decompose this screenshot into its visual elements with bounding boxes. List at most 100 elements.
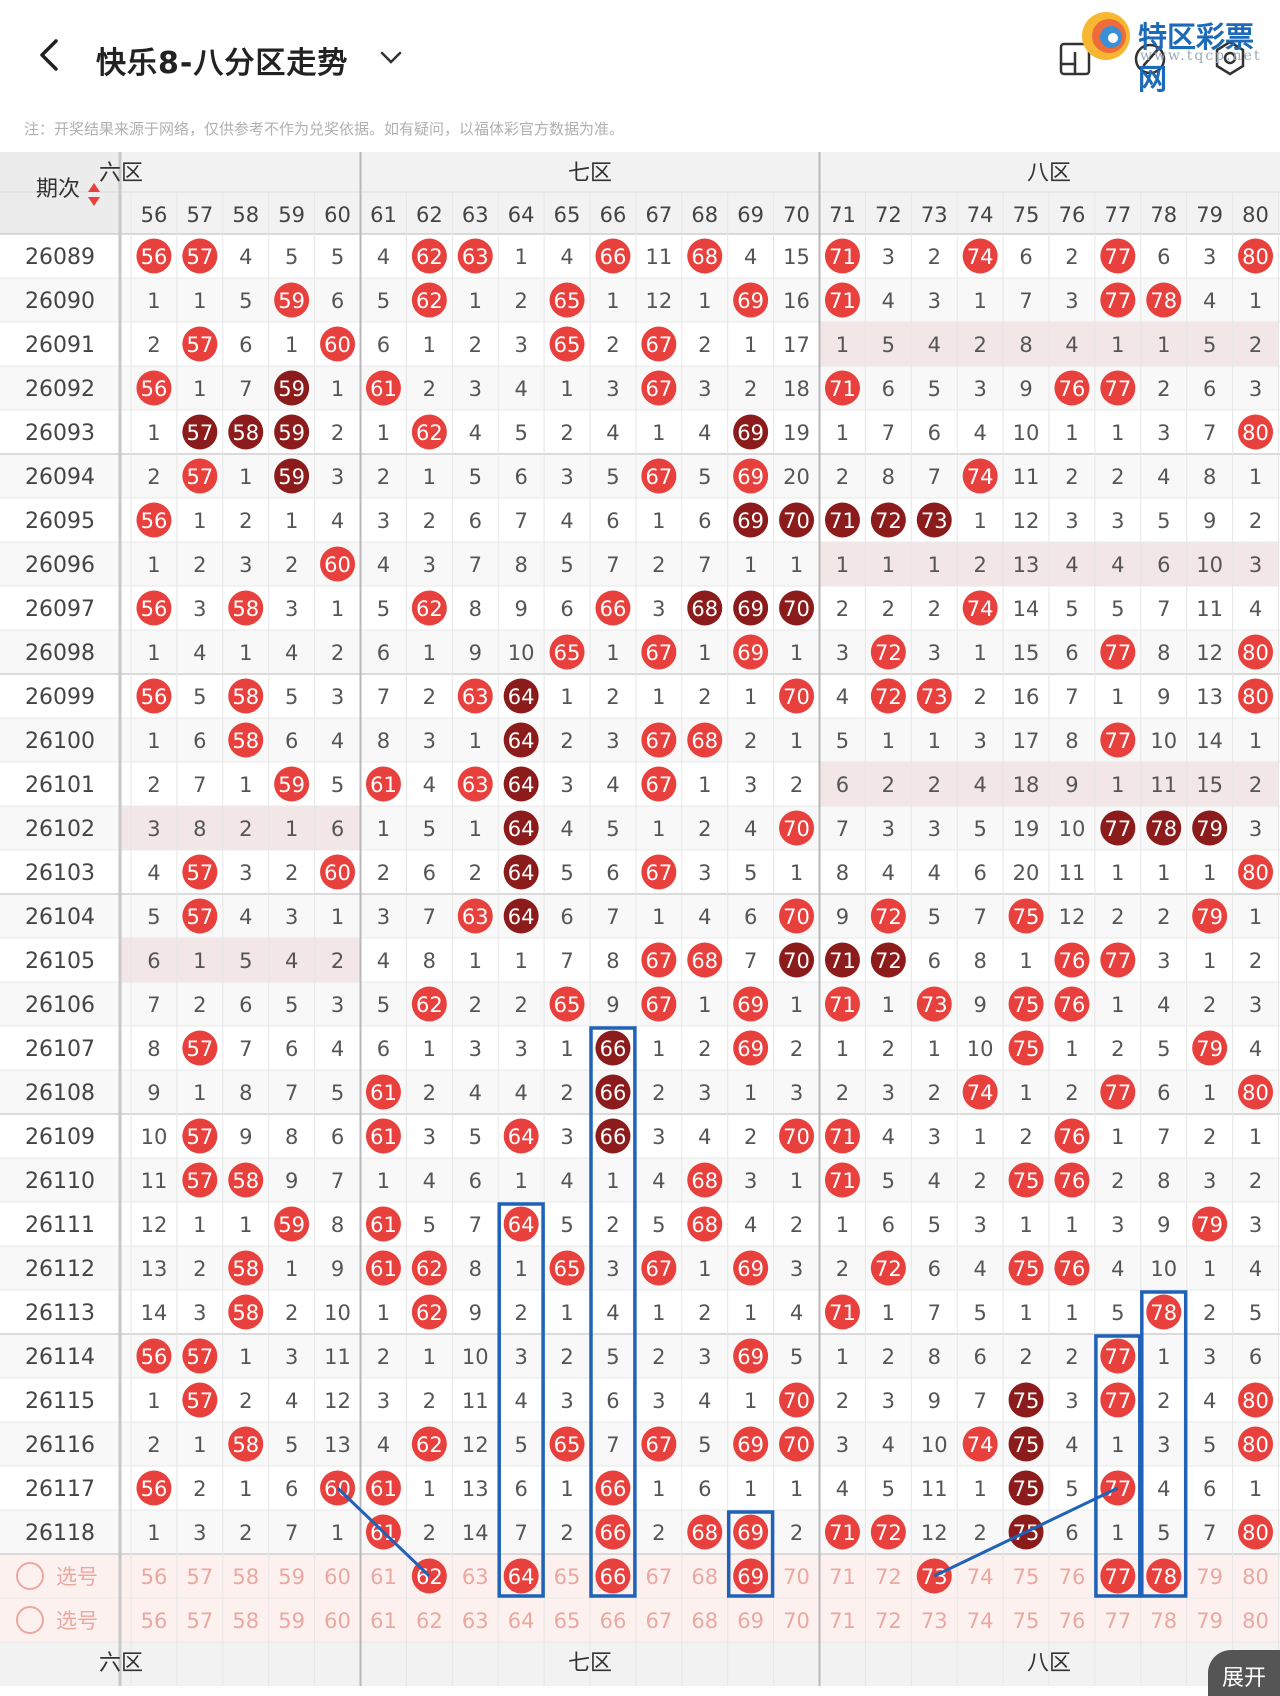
- miss-count: 3: [882, 245, 895, 269]
- hit-ball: [182, 1118, 218, 1154]
- hit-ball: [503, 722, 539, 758]
- miss-count: 6: [698, 1477, 711, 1501]
- miss-count: 6: [1019, 245, 1032, 269]
- hit-ball: [1238, 414, 1274, 450]
- settings-gear-icon[interactable]: [1210, 38, 1250, 78]
- annotation-line: [933, 1486, 1119, 1578]
- miss-count: 1: [1065, 1213, 1078, 1237]
- miss-count: 5: [606, 465, 619, 489]
- miss-count: 1: [1249, 1125, 1262, 1149]
- expand-button[interactable]: 展开: [1208, 1650, 1280, 1696]
- miss-count: 6: [193, 729, 206, 753]
- miss-count: 4: [1157, 993, 1170, 1017]
- miss-count: 1: [1019, 949, 1032, 973]
- hit-number: 57: [186, 1037, 213, 1061]
- chevron-down-icon[interactable]: [378, 44, 404, 70]
- hit-ball: [733, 634, 769, 670]
- select-number: 71: [829, 1565, 856, 1589]
- miss-count: 13: [1196, 685, 1223, 709]
- hit-number: 68: [691, 949, 718, 973]
- miss-count: 4: [285, 641, 298, 665]
- hit-number: 66: [600, 1521, 627, 1545]
- hit-number: 64: [508, 773, 535, 797]
- miss-count: 2: [790, 1037, 803, 1061]
- miss-count: 6: [1203, 377, 1216, 401]
- miss-count: 5: [652, 1213, 665, 1237]
- miss-count: 2: [239, 1389, 252, 1413]
- hit-ball: [182, 326, 218, 362]
- miss-count: 2: [1203, 1301, 1216, 1325]
- hit-number: 67: [645, 1433, 672, 1457]
- hit-ball: [641, 986, 677, 1022]
- miss-count: 2: [1157, 1389, 1170, 1413]
- select-number: 79: [1196, 1565, 1223, 1589]
- miss-count: 3: [1203, 1345, 1216, 1369]
- layout-switch-icon[interactable]: [1055, 38, 1095, 78]
- miss-count: 1: [1111, 861, 1124, 885]
- miss-count: 1: [1019, 1081, 1032, 1105]
- hit-number: 56: [141, 509, 168, 533]
- miss-count: 1: [423, 1037, 436, 1061]
- select-number: 70: [783, 1609, 810, 1633]
- miss-count: 4: [560, 245, 573, 269]
- hit-number: 72: [875, 949, 902, 973]
- back-arrow-icon[interactable]: [30, 35, 70, 75]
- miss-count: 9: [606, 993, 619, 1017]
- hit-ball: [824, 942, 860, 978]
- miss-count: 1: [973, 1125, 986, 1149]
- miss-count: 9: [469, 641, 482, 665]
- miss-count: 1: [285, 509, 298, 533]
- miss-count: 2: [1249, 333, 1262, 357]
- miss-count: 1: [744, 1301, 757, 1325]
- hit-ball: [595, 1030, 631, 1066]
- period-number: 26094: [25, 465, 95, 490]
- miss-count: 4: [331, 729, 344, 753]
- miss-count: 1: [147, 421, 160, 445]
- miss-count: 1: [652, 509, 665, 533]
- hit-number: 63: [462, 773, 489, 797]
- hit-number: 71: [829, 377, 856, 401]
- miss-count: 14: [1013, 597, 1040, 621]
- period-number: 26109: [25, 1125, 95, 1150]
- hit-number: 69: [737, 421, 764, 445]
- hit-ball: [136, 1470, 172, 1506]
- hit-ball: [503, 1206, 539, 1242]
- miss-count: 3: [928, 817, 941, 841]
- hit-number: 79: [1196, 817, 1223, 841]
- zone-label: 八区: [1027, 1651, 1071, 1676]
- miss-count: 1: [928, 553, 941, 577]
- select-number: 65: [554, 1609, 581, 1633]
- column-number: 79: [1196, 203, 1223, 227]
- miss-count: 6: [1157, 245, 1170, 269]
- hit-number: 65: [554, 333, 581, 357]
- hit-ball: [457, 766, 493, 802]
- select-number: 57: [186, 1565, 213, 1589]
- miss-count: 7: [239, 377, 252, 401]
- miss-count: 1: [790, 641, 803, 665]
- hit-ball: [1100, 1382, 1136, 1418]
- column-number: 68: [691, 203, 718, 227]
- miss-count: 5: [285, 993, 298, 1017]
- miss-count: 1: [698, 1257, 711, 1281]
- hit-number: 77: [1104, 377, 1131, 401]
- hit-ball: [274, 1206, 310, 1242]
- select-number: 77: [1104, 1609, 1131, 1633]
- period-number: 26116: [25, 1433, 95, 1458]
- hit-number: 77: [1104, 1389, 1131, 1413]
- miss-count: 1: [652, 421, 665, 445]
- miss-count: 7: [514, 509, 527, 533]
- miss-count: 6: [423, 861, 436, 885]
- miss-count: 2: [193, 993, 206, 1017]
- hit-ball: [962, 238, 998, 274]
- zone-label: 七区: [568, 161, 612, 186]
- picked-number: 73: [921, 1565, 948, 1589]
- column-number: 65: [554, 203, 581, 227]
- miss-count: 9: [836, 905, 849, 929]
- hit-number: 57: [186, 465, 213, 489]
- hit-ball: [641, 942, 677, 978]
- draw-line-icon[interactable]: [1130, 38, 1170, 78]
- miss-count: 7: [1019, 289, 1032, 313]
- miss-count: 7: [285, 1081, 298, 1105]
- miss-count: 5: [1249, 1301, 1262, 1325]
- miss-count: 1: [882, 993, 895, 1017]
